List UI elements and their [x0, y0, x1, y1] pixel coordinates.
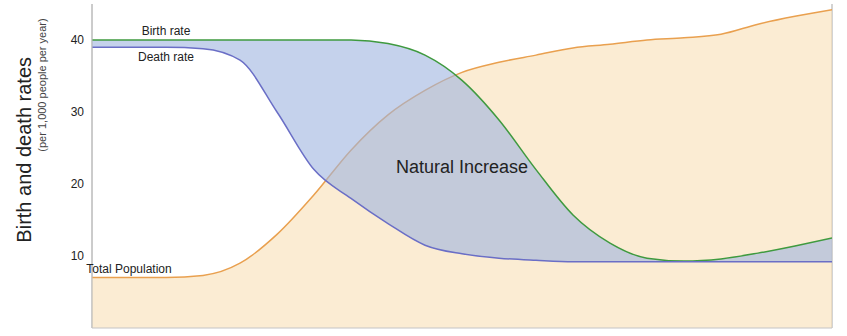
- svg-text:40: 40: [71, 33, 85, 47]
- svg-text:Natural Increase: Natural Increase: [396, 157, 528, 177]
- svg-text:(per 1,000 people per year): (per 1,000 people per year): [36, 18, 48, 151]
- svg-text:20: 20: [71, 177, 85, 191]
- svg-text:10: 10: [71, 249, 85, 263]
- svg-text:Death rate: Death rate: [138, 50, 194, 64]
- svg-text:Total Population: Total Population: [86, 262, 171, 276]
- svg-text:30: 30: [71, 105, 85, 119]
- svg-text:Birth and death rates: Birth and death rates: [13, 57, 35, 243]
- svg-text:Birth rate: Birth rate: [142, 24, 191, 38]
